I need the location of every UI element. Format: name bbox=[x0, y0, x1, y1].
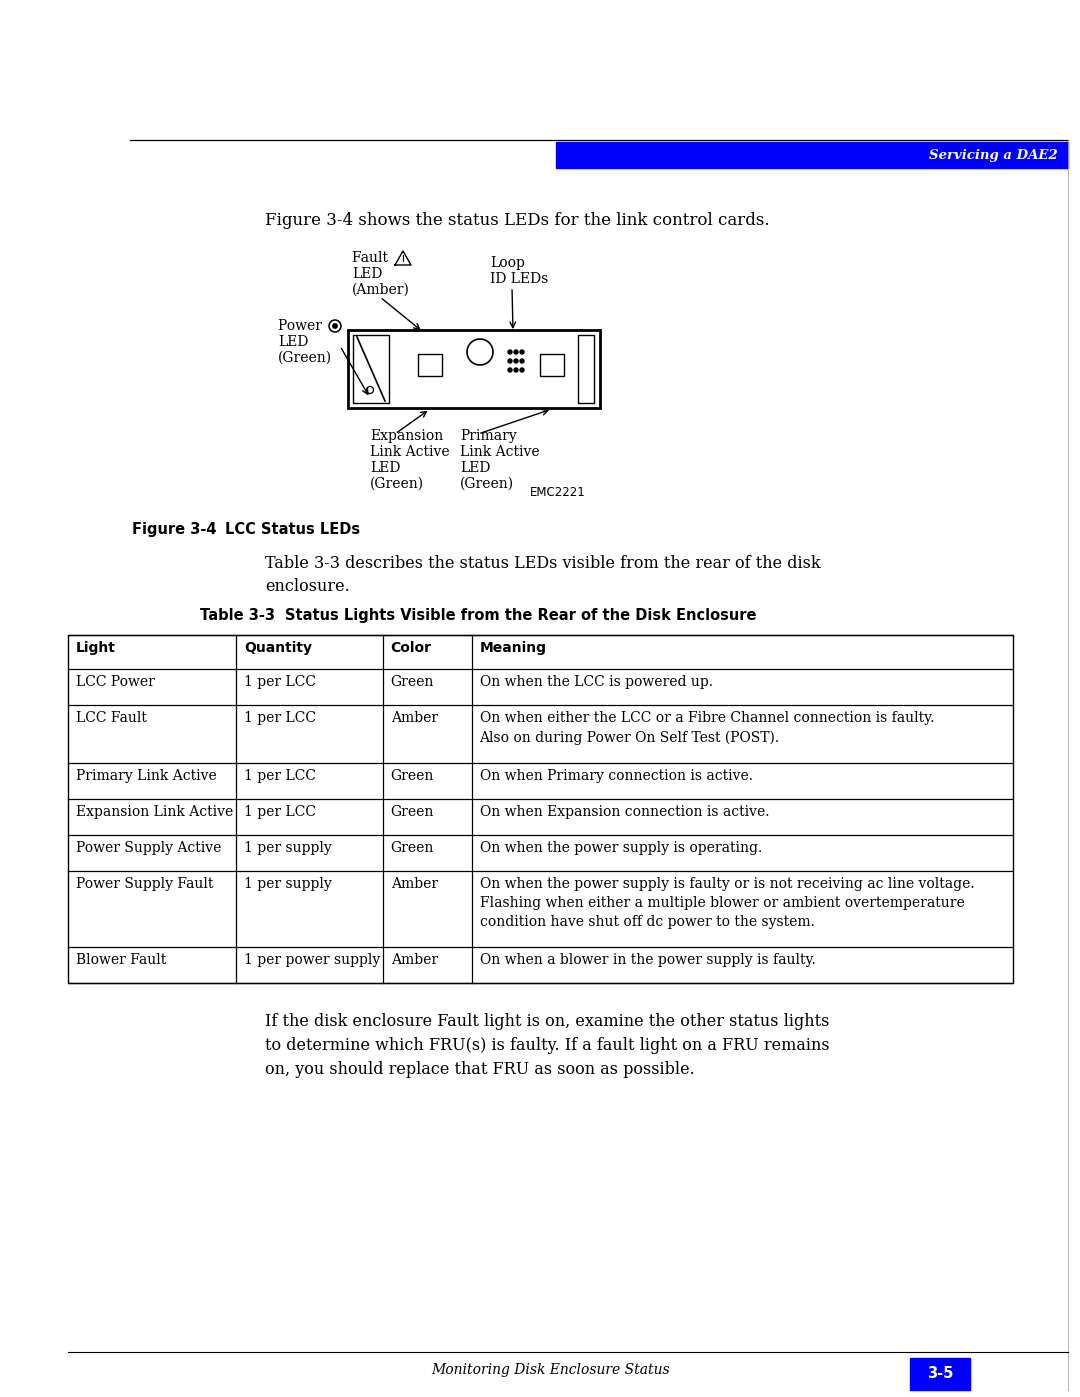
Text: Status Lights Visible from the Rear of the Disk Enclosure: Status Lights Visible from the Rear of t… bbox=[285, 608, 756, 623]
Text: LCC Power: LCC Power bbox=[76, 675, 154, 689]
Text: 1 per LCC: 1 per LCC bbox=[244, 768, 316, 782]
Text: On when Expansion connection is active.: On when Expansion connection is active. bbox=[480, 805, 769, 819]
Text: 1 per supply: 1 per supply bbox=[244, 841, 332, 855]
Circle shape bbox=[514, 367, 518, 372]
Text: enclosure.: enclosure. bbox=[265, 578, 350, 595]
Circle shape bbox=[333, 324, 337, 328]
Text: LED: LED bbox=[352, 267, 382, 281]
Text: EMC2221: EMC2221 bbox=[530, 486, 585, 499]
Text: (Amber): (Amber) bbox=[352, 284, 410, 298]
Text: LED: LED bbox=[460, 461, 490, 475]
Text: Power: Power bbox=[278, 319, 326, 332]
Circle shape bbox=[508, 351, 512, 353]
Text: On when the LCC is powered up.: On when the LCC is powered up. bbox=[480, 675, 713, 689]
Text: Green: Green bbox=[391, 841, 434, 855]
Text: 1 per LCC: 1 per LCC bbox=[244, 711, 316, 725]
Text: 3-5: 3-5 bbox=[927, 1366, 954, 1382]
Text: (Green): (Green) bbox=[370, 476, 424, 490]
Text: On when the power supply is faulty or is not receiving ac line voltage.
Flashing: On when the power supply is faulty or is… bbox=[480, 877, 974, 929]
Text: 1 per power supply: 1 per power supply bbox=[244, 953, 380, 967]
Bar bbox=[540, 353, 564, 376]
Text: Color: Color bbox=[391, 641, 432, 655]
Bar bbox=[556, 142, 1068, 168]
Text: Expansion: Expansion bbox=[370, 429, 443, 443]
Text: On when Primary connection is active.: On when Primary connection is active. bbox=[480, 768, 753, 782]
Bar bbox=[578, 335, 594, 402]
Text: 1 per LCC: 1 per LCC bbox=[244, 675, 316, 689]
Text: Green: Green bbox=[391, 805, 434, 819]
Text: On when either the LCC or a Fibre Channel connection is faulty.
Also on during P: On when either the LCC or a Fibre Channe… bbox=[480, 711, 934, 745]
Text: Table 3-3 describes the status LEDs visible from the rear of the disk: Table 3-3 describes the status LEDs visi… bbox=[265, 555, 821, 571]
Text: Blower Fault: Blower Fault bbox=[76, 953, 166, 967]
Bar bbox=[418, 353, 442, 376]
Bar bbox=[353, 335, 389, 402]
Text: Amber: Amber bbox=[391, 711, 437, 725]
Text: Table 3-3: Table 3-3 bbox=[200, 608, 275, 623]
Text: LCC Status LEDs: LCC Status LEDs bbox=[225, 522, 360, 536]
Circle shape bbox=[519, 367, 524, 372]
Text: Figure 3-4 shows the status LEDs for the link control cards.: Figure 3-4 shows the status LEDs for the… bbox=[265, 212, 770, 229]
Text: Green: Green bbox=[391, 768, 434, 782]
Text: LCC Fault: LCC Fault bbox=[76, 711, 147, 725]
Text: (Green): (Green) bbox=[278, 351, 333, 365]
Text: Link Active: Link Active bbox=[370, 446, 449, 460]
Text: Link Active: Link Active bbox=[460, 446, 540, 460]
Text: On when a blower in the power supply is faulty.: On when a blower in the power supply is … bbox=[480, 953, 815, 967]
Text: If the disk enclosure Fault light is on, examine the other status lights
to dete: If the disk enclosure Fault light is on,… bbox=[265, 1013, 829, 1078]
Circle shape bbox=[508, 359, 512, 363]
Circle shape bbox=[514, 359, 518, 363]
Text: Figure 3-4: Figure 3-4 bbox=[132, 522, 216, 536]
Text: 1 per LCC: 1 per LCC bbox=[244, 805, 316, 819]
Bar bbox=[68, 636, 1013, 983]
Text: Monitoring Disk Enclosure Status: Monitoring Disk Enclosure Status bbox=[431, 1363, 670, 1377]
Text: (Green): (Green) bbox=[460, 476, 514, 490]
Text: Fault: Fault bbox=[352, 251, 392, 265]
Text: Loop: Loop bbox=[490, 256, 525, 270]
Circle shape bbox=[508, 367, 512, 372]
Circle shape bbox=[519, 351, 524, 353]
Text: Primary: Primary bbox=[460, 429, 516, 443]
Circle shape bbox=[519, 359, 524, 363]
Bar bbox=[348, 330, 600, 408]
Text: Servicing a DAE2: Servicing a DAE2 bbox=[929, 148, 1058, 162]
Text: LED: LED bbox=[278, 335, 309, 349]
Text: Power Supply Active: Power Supply Active bbox=[76, 841, 221, 855]
Text: Quantity: Quantity bbox=[244, 641, 312, 655]
Text: Amber: Amber bbox=[391, 953, 437, 967]
Text: Meaning: Meaning bbox=[480, 641, 546, 655]
Text: 1 per supply: 1 per supply bbox=[244, 877, 332, 891]
Text: Power Supply Fault: Power Supply Fault bbox=[76, 877, 214, 891]
Text: Primary Link Active: Primary Link Active bbox=[76, 768, 217, 782]
Text: Amber: Amber bbox=[391, 877, 437, 891]
Text: On when the power supply is operating.: On when the power supply is operating. bbox=[480, 841, 761, 855]
Text: Light: Light bbox=[76, 641, 116, 655]
Text: Green: Green bbox=[391, 675, 434, 689]
Text: ID LEDs: ID LEDs bbox=[490, 272, 549, 286]
Circle shape bbox=[514, 351, 518, 353]
Bar bbox=[910, 1358, 970, 1390]
Text: LED: LED bbox=[370, 461, 401, 475]
Text: Expansion Link Active: Expansion Link Active bbox=[76, 805, 233, 819]
